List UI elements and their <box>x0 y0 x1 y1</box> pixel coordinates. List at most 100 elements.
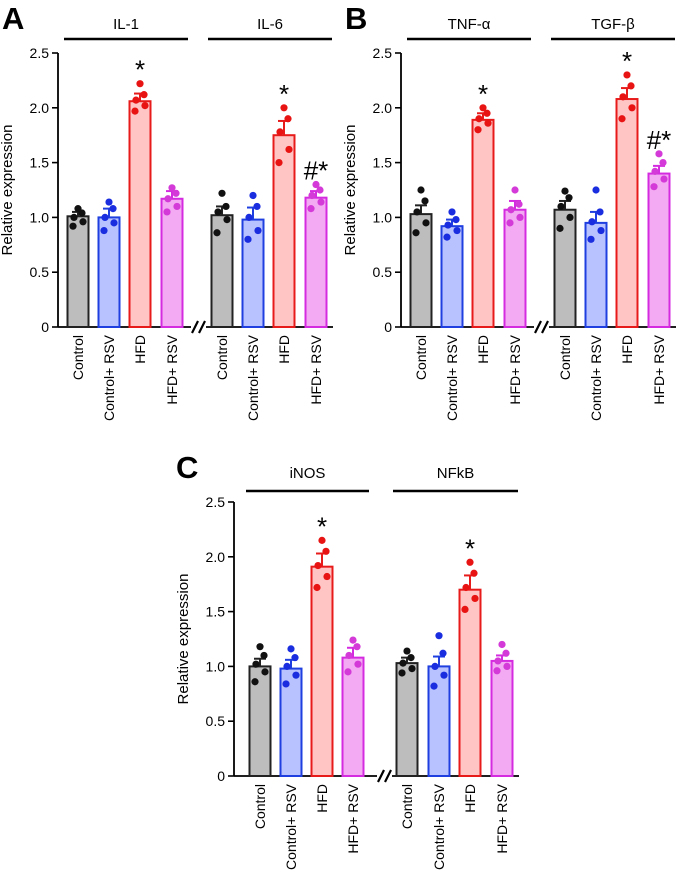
x-tick-label: HFD <box>314 784 330 813</box>
data-point <box>213 229 221 237</box>
data-point <box>475 115 483 123</box>
data-point <box>506 219 514 227</box>
x-tick-label: HFD <box>462 784 478 813</box>
data-point <box>168 184 176 192</box>
bar <box>160 197 184 328</box>
data-point <box>470 569 478 577</box>
data-point <box>421 197 429 205</box>
data-point <box>448 208 456 216</box>
data-point <box>218 189 226 197</box>
x-tick-label: Control <box>399 784 415 829</box>
x-tick-label: Control+ RSV <box>283 783 299 870</box>
data-point <box>502 649 510 657</box>
y-axis-title: Relative expression <box>342 125 359 256</box>
x-tick-label: Control+ RSV <box>431 783 447 870</box>
data-point <box>322 547 330 555</box>
data-point <box>275 159 283 167</box>
data-point <box>140 91 148 99</box>
bar <box>395 662 419 777</box>
data-point <box>660 175 668 183</box>
bar <box>440 225 464 328</box>
x-tick-label: HFD <box>276 335 292 364</box>
bar <box>427 665 451 778</box>
x-tick-label: Control <box>70 335 86 380</box>
data-point <box>253 202 261 211</box>
significance-marker: * <box>135 55 145 85</box>
significance-marker: * <box>622 46 632 76</box>
x-tick-label: HFD+ RSV <box>345 783 361 853</box>
data-point <box>444 221 452 229</box>
data-point <box>461 605 469 614</box>
data-point <box>452 215 460 224</box>
x-tick-label: HFD+ RSV <box>164 334 180 404</box>
data-point <box>430 682 438 690</box>
data-point <box>651 167 659 175</box>
data-point <box>249 191 257 200</box>
data-point <box>408 664 416 673</box>
data-point <box>314 561 322 570</box>
data-point <box>440 671 448 679</box>
axis-break-mark <box>198 320 206 334</box>
data-point <box>164 195 172 203</box>
data-point <box>307 205 315 213</box>
data-point <box>474 126 482 134</box>
bar <box>471 118 495 328</box>
panel-label: A <box>2 1 24 36</box>
data-point <box>398 669 406 677</box>
data-point <box>313 583 321 592</box>
data-point <box>261 668 269 676</box>
y-tick-label: 1.0 <box>30 209 50 225</box>
bar <box>241 218 265 328</box>
data-point <box>280 104 288 112</box>
data-point <box>484 119 492 127</box>
y-axis-title: Relative expression <box>0 125 16 256</box>
data-point <box>345 651 353 660</box>
x-tick-label: HFD <box>619 335 635 364</box>
x-tick-label: Control <box>413 335 429 380</box>
data-point <box>244 235 252 243</box>
data-point <box>256 643 264 651</box>
data-point <box>69 222 77 230</box>
group-title: TNF-α <box>448 16 491 33</box>
bar <box>647 172 671 328</box>
data-point <box>292 671 300 679</box>
data-point <box>627 82 635 90</box>
y-tick-label: 2.0 <box>373 100 393 116</box>
data-point <box>566 213 574 221</box>
x-tick-label: Control <box>214 335 230 380</box>
data-point <box>100 226 108 235</box>
data-point <box>349 636 357 644</box>
bar <box>615 98 639 328</box>
data-point <box>479 104 487 112</box>
data-point <box>516 213 524 221</box>
axis-break-mark <box>534 320 542 334</box>
data-point <box>276 128 284 136</box>
data-point <box>283 662 291 671</box>
data-point <box>284 115 292 123</box>
data-point <box>132 96 140 104</box>
bar <box>341 656 365 778</box>
y-tick-label: 2.0 <box>30 100 50 116</box>
x-tick-label: Control+ RSV <box>588 334 604 421</box>
bar <box>128 100 152 328</box>
data-point <box>466 558 474 566</box>
axis-break-mark <box>377 769 385 783</box>
x-tick-label: HFD+ RSV <box>507 334 523 404</box>
data-point <box>483 109 491 117</box>
data-point <box>214 208 222 216</box>
data-point <box>417 186 425 194</box>
data-point <box>353 643 361 651</box>
data-point <box>316 186 324 194</box>
data-point <box>619 93 627 101</box>
data-point <box>354 660 362 668</box>
data-point <box>655 150 663 158</box>
data-point <box>109 205 117 213</box>
data-point <box>493 667 501 675</box>
panel-c: C 0 0.5 1.0 1.5 2.0 2.5 Relative expression iNOS… <box>175 450 519 870</box>
data-point <box>471 594 479 603</box>
y-tick-label: 0 <box>384 319 392 335</box>
data-point <box>344 668 352 676</box>
y-tick-label: 1.0 <box>206 658 226 674</box>
significance-marker: * <box>465 533 475 563</box>
data-point <box>435 632 443 640</box>
